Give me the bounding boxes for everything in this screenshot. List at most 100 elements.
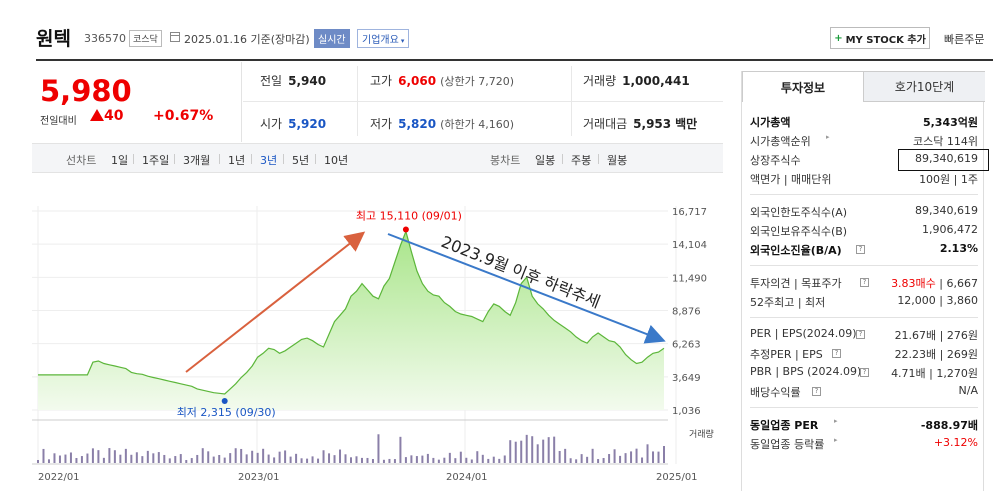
- volume-bar: [388, 458, 391, 463]
- volume-bar: [355, 456, 358, 463]
- volume-bar: [42, 448, 45, 463]
- price-line: [38, 229, 665, 395]
- company-info-button[interactable]: 기업개요 ▾: [357, 29, 410, 48]
- help-icon: ?: [860, 368, 869, 377]
- volume-bar: [179, 454, 182, 463]
- y-axis: 16,717 14,104 11,490 8,876 6,263 3,649 1,036: [672, 207, 707, 417]
- volume-bar: [536, 444, 539, 463]
- volume-bar: [64, 454, 67, 463]
- volume-bar: [635, 448, 638, 463]
- divider: [750, 317, 978, 318]
- tab-order-book[interactable]: 호가10단계: [864, 71, 985, 102]
- help-icon: ?: [856, 245, 865, 254]
- volume-bar: [663, 446, 665, 463]
- volume-bar: [558, 450, 561, 463]
- volume-bar: [245, 454, 248, 463]
- volume-bar: [69, 452, 72, 463]
- help-icon: ?: [860, 278, 869, 287]
- volume-bar: [201, 448, 204, 463]
- high-annotation: 최고 15,110 (09/01): [356, 210, 462, 223]
- downtrend-arrow: [387, 233, 666, 344]
- low-annotation: 최저 2,315 (09/30): [177, 406, 276, 419]
- price-chart[interactable]: 16,717 14,104 11,490 8,876 6,263 3,649 1,036 2…: [0, 174, 725, 491]
- volume-bar: [503, 455, 506, 463]
- stat-low: 저가 5,820 (하한가 4,160): [370, 117, 514, 131]
- volume-bar: [393, 459, 396, 463]
- volume-bar: [168, 458, 171, 463]
- volume-bar: [350, 457, 352, 463]
- volume-bar: [251, 450, 254, 463]
- reference-date: 2025.01.16 기준(장마감): [184, 33, 310, 46]
- help-icon: ?: [812, 387, 821, 396]
- change-percent: +0.67%: [153, 108, 214, 124]
- separator: [133, 154, 134, 164]
- volume-bar: [553, 436, 556, 463]
- period-5y[interactable]: 5년: [292, 154, 310, 167]
- volume-bar: [377, 434, 380, 463]
- x-tick-label: 2022/01: [38, 472, 80, 483]
- candle-daily[interactable]: 일봉: [535, 154, 556, 167]
- volume-bar: [613, 449, 616, 463]
- period-1y[interactable]: 1년: [228, 154, 246, 167]
- period-1w[interactable]: 1주일: [142, 154, 170, 167]
- calendar-icon: [170, 32, 180, 42]
- volume-bar: [102, 457, 105, 463]
- x-tick-label: 2025/01: [656, 472, 698, 483]
- volume-bar: [333, 455, 336, 463]
- divider: [750, 194, 978, 195]
- x-axis: 2022/01 2023/01 2024/01 2025/01: [38, 472, 698, 483]
- plus-icon: +: [834, 32, 843, 44]
- quick-order-button[interactable]: 빠른주문: [944, 33, 985, 46]
- stat-open: 시가 5,920: [260, 117, 327, 131]
- period-10y[interactable]: 10년: [324, 154, 349, 167]
- volume-bar: [498, 458, 501, 463]
- volume-bar: [657, 451, 660, 463]
- current-price: 5,980: [40, 74, 132, 108]
- volume-bar: [113, 450, 116, 463]
- volume-bar: [223, 457, 226, 463]
- volume-bar: [492, 456, 495, 463]
- volume-bar: [547, 437, 550, 463]
- volume-bar: [278, 451, 281, 463]
- volume-bar: [37, 460, 39, 463]
- stock-name: 원텍: [36, 28, 71, 50]
- price-area: [38, 231, 664, 410]
- period-1d[interactable]: 1일: [111, 154, 129, 167]
- candle-weekly[interactable]: 주봉: [571, 154, 592, 167]
- volume-bar: [454, 458, 457, 463]
- volume-bar: [58, 455, 61, 463]
- line-chart-label: 선차트: [66, 154, 97, 167]
- volume-bar: [47, 459, 50, 463]
- volume-bar: [108, 448, 111, 463]
- volume-bar: [75, 458, 78, 463]
- candle-chart-label: 봉차트: [490, 154, 521, 167]
- volume-bar: [630, 451, 633, 463]
- volume-bar: [525, 434, 528, 463]
- add-mystock-button[interactable]: + MY STOCK 추가: [830, 27, 930, 49]
- y-tick-label: 14,104: [672, 240, 707, 251]
- volume-bar: [262, 448, 265, 463]
- period-3m[interactable]: 3개월: [183, 154, 211, 167]
- separator: [562, 154, 563, 164]
- stats-divider: [243, 101, 723, 102]
- volume-bar: [91, 448, 94, 463]
- volume-bar: [212, 456, 215, 463]
- tab-investment-info[interactable]: 투자정보: [742, 71, 864, 102]
- volume-bar: [190, 458, 193, 463]
- volume-bar: [339, 449, 342, 463]
- realtime-button[interactable]: 실시간: [314, 29, 350, 48]
- volume-bar: [306, 458, 309, 463]
- separator: [251, 154, 252, 164]
- stat-volume: 거래량 1,000,441: [583, 74, 690, 88]
- volume-bars: [37, 434, 665, 463]
- volume-bar: [437, 459, 440, 463]
- period-3y[interactable]: 3년: [260, 154, 278, 167]
- volume-bar: [421, 455, 424, 463]
- uptrend-arrow: [185, 231, 366, 373]
- candle-monthly[interactable]: 월봉: [607, 154, 628, 167]
- volume-bar: [371, 459, 374, 463]
- volume-bar: [360, 457, 363, 463]
- x-tick-label: 2024/01: [446, 472, 488, 483]
- volume-bar: [322, 450, 325, 463]
- volume-label: 거래량: [689, 428, 714, 440]
